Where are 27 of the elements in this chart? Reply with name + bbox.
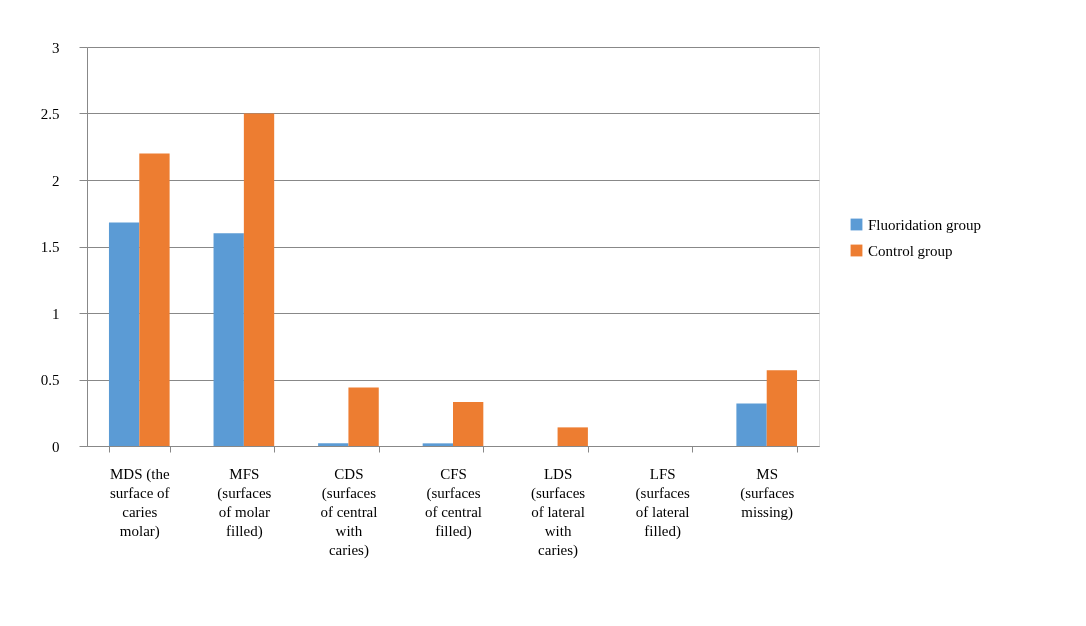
y-tick-label: 2.5 bbox=[40, 106, 60, 122]
y-tick-label: 1 bbox=[52, 305, 60, 322]
bar bbox=[108, 222, 140, 446]
y-tick-label: 3 bbox=[52, 39, 60, 56]
x-tick-label: CFS (surfaces of central filled) bbox=[424, 465, 483, 540]
bar bbox=[213, 233, 244, 446]
x-tick-label: MDS (the surface of caries molar) bbox=[109, 465, 170, 540]
bar bbox=[139, 153, 170, 446]
y-tick-label: 1.5 bbox=[40, 239, 60, 255]
x-tick-label: LFS (surfaces of lateral filled) bbox=[635, 465, 690, 540]
y-tick-label: 0 bbox=[52, 438, 60, 455]
bar bbox=[318, 443, 349, 446]
x-tick-label: MFS (surfaces of molar filled) bbox=[217, 465, 272, 540]
bar bbox=[557, 427, 588, 446]
x-tick-label: MS (surfaces missing) bbox=[740, 465, 795, 521]
bar bbox=[736, 403, 767, 446]
y-tick-label: 2 bbox=[52, 172, 60, 189]
bar bbox=[243, 113, 275, 446]
legend-label: Fluoridation group bbox=[868, 216, 981, 233]
bar bbox=[422, 443, 453, 446]
bar bbox=[766, 370, 798, 446]
legend-label: Control group bbox=[868, 242, 953, 259]
y-tick-label: 0.5 bbox=[40, 372, 60, 388]
bar bbox=[348, 387, 379, 446]
x-tick-label: LDS (surfaces of lateral with caries) bbox=[531, 465, 586, 559]
x-tick-label: CDS (surfaces of central with caries) bbox=[320, 465, 378, 559]
bar bbox=[453, 402, 484, 446]
